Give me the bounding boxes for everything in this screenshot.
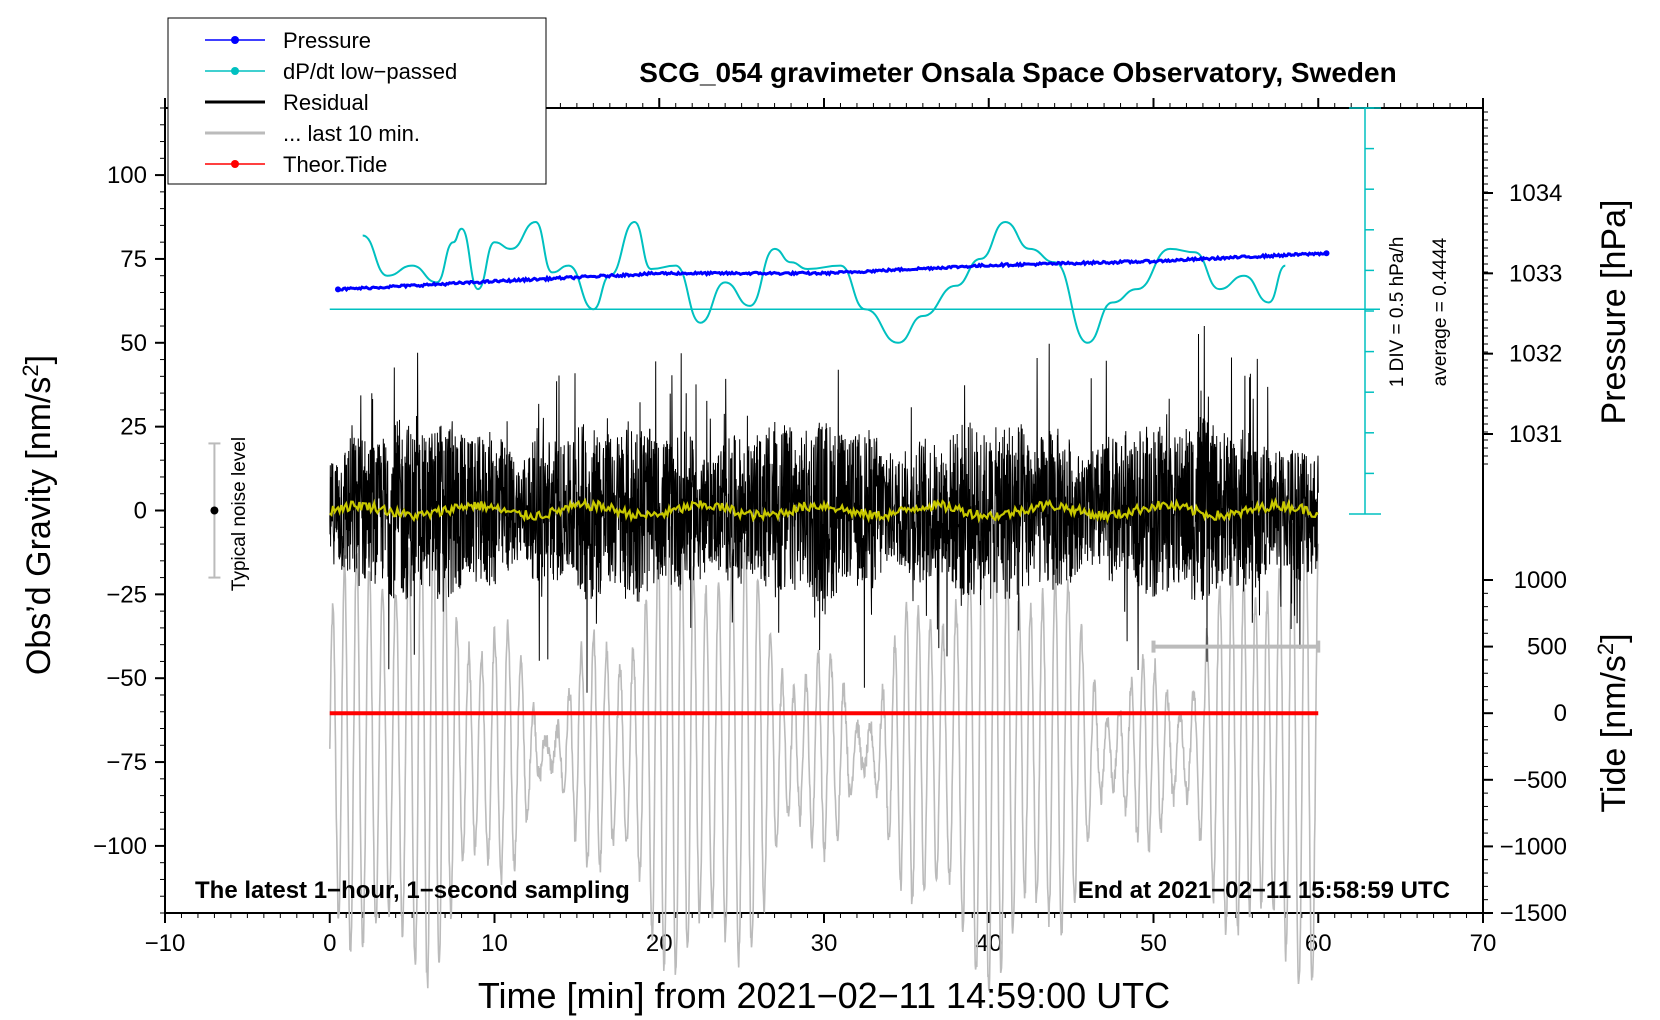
pressure-end-point bbox=[1323, 250, 1330, 257]
dpdt-scale-label: 1 DIV = 0.5 hPa/h bbox=[1387, 237, 1408, 388]
x-tick-label: 20 bbox=[646, 930, 673, 957]
legend-label: dP/dt low−passed bbox=[283, 59, 457, 84]
chart-title: SCG_054 gravimeter Onsala Space Observat… bbox=[639, 57, 1396, 88]
y-tick-label: −75 bbox=[106, 749, 147, 776]
noise-marker bbox=[208, 442, 221, 579]
y-tick-label: 0 bbox=[134, 498, 147, 525]
y-tick-label: −25 bbox=[106, 581, 147, 608]
x-tick-label: 0 bbox=[323, 930, 336, 957]
pressure-start-point bbox=[334, 286, 341, 293]
series-pressure bbox=[337, 251, 1327, 293]
tide-axis-label-end: ] bbox=[1595, 633, 1633, 642]
pressure-tick-label: 1034 bbox=[1509, 180, 1562, 207]
x-tick-label: 70 bbox=[1470, 930, 1497, 957]
x-tick-label: 10 bbox=[481, 930, 508, 957]
y-tick-label: 100 bbox=[107, 162, 147, 189]
legend: Pressure dP/dt low−passed Residual ... last… bbox=[167, 17, 547, 185]
y-axis-left: 100 75 50 25 0 −25 −50 −75 −100 bbox=[93, 107, 165, 914]
annotation-bottom-left: The latest 1−hour, 1−second sampling bbox=[195, 877, 630, 904]
pressure-axis-label: Pressure [hPa] bbox=[1595, 200, 1633, 425]
x-tick-label: 40 bbox=[975, 930, 1002, 957]
tide-axis-label: Tide [nm/s2] bbox=[1593, 633, 1633, 812]
series-residual-smoothed bbox=[329, 496, 1319, 524]
legend-label: Theor.Tide bbox=[283, 152, 387, 177]
tide-tick-label: 0 bbox=[1554, 700, 1567, 727]
y-tick-label: 25 bbox=[120, 414, 147, 441]
legend-label: Residual bbox=[283, 90, 369, 115]
pressure-tick-label: 1031 bbox=[1509, 421, 1562, 448]
y-tick-label: −100 bbox=[93, 833, 147, 860]
tide-tick-label: −1000 bbox=[1500, 833, 1567, 860]
y-axis-label-left-end: ] bbox=[20, 355, 58, 364]
x-tick-label: −10 bbox=[145, 930, 186, 957]
legend-label: ... last 10 min. bbox=[283, 121, 420, 146]
y-tick-label: −50 bbox=[106, 665, 147, 692]
y-axis-label-left-main: Obs’d Gravity [nm/s bbox=[20, 377, 58, 676]
legend-marker bbox=[231, 160, 239, 168]
noise-marker-dot bbox=[210, 506, 219, 515]
x-tick-label: 30 bbox=[811, 930, 838, 957]
y-axis-label-left-sup: 2 bbox=[18, 364, 43, 376]
tide-axis: 1000 500 0 −500 −1000 −1500 bbox=[1483, 567, 1567, 927]
noise-marker-label: Typical noise level bbox=[229, 437, 250, 591]
y-axis-label-left: Obs’d Gravity [nm/s2] bbox=[18, 355, 58, 675]
tide-tick-label: 500 bbox=[1527, 634, 1567, 661]
x-tick-label: 60 bbox=[1305, 930, 1332, 957]
x-axis: −10 0 10 20 30 40 50 60 70 bbox=[145, 98, 1497, 957]
pressure-tick-label: 1033 bbox=[1509, 260, 1562, 287]
legend-marker bbox=[231, 67, 239, 75]
y-tick-label: 75 bbox=[120, 246, 147, 273]
tide-tick-label: 1000 bbox=[1514, 567, 1567, 594]
series-last-10-min bbox=[329, 508, 1320, 992]
series-residual bbox=[329, 325, 1319, 693]
legend-label: Pressure bbox=[283, 28, 371, 53]
series-layer bbox=[329, 220, 1380, 992]
annotation-bottom-right: End at 2021−02−11 15:58:59 UTC bbox=[1078, 877, 1450, 904]
tide-axis-label-main: Tide [nm/s bbox=[1595, 655, 1633, 812]
pressure-tick-label: 1032 bbox=[1509, 341, 1562, 368]
tide-tick-label: −1500 bbox=[1500, 900, 1567, 927]
tide-tick-label: −500 bbox=[1513, 767, 1567, 794]
x-tick-label: 50 bbox=[1140, 930, 1167, 957]
pressure-axis: 1034 1033 1032 1031 bbox=[1483, 111, 1562, 465]
legend-marker bbox=[231, 36, 239, 44]
series-dpdt bbox=[362, 220, 1286, 344]
dpdt-scale bbox=[1349, 107, 1381, 515]
y-tick-label: 50 bbox=[120, 330, 147, 357]
dpdt-average-label: average = 0.4444 bbox=[1430, 237, 1451, 386]
tide-axis-label-sup: 2 bbox=[1593, 643, 1618, 655]
x-axis-label: Time [min] from 2021−02−11 14:59:00 UTC bbox=[478, 975, 1170, 1016]
